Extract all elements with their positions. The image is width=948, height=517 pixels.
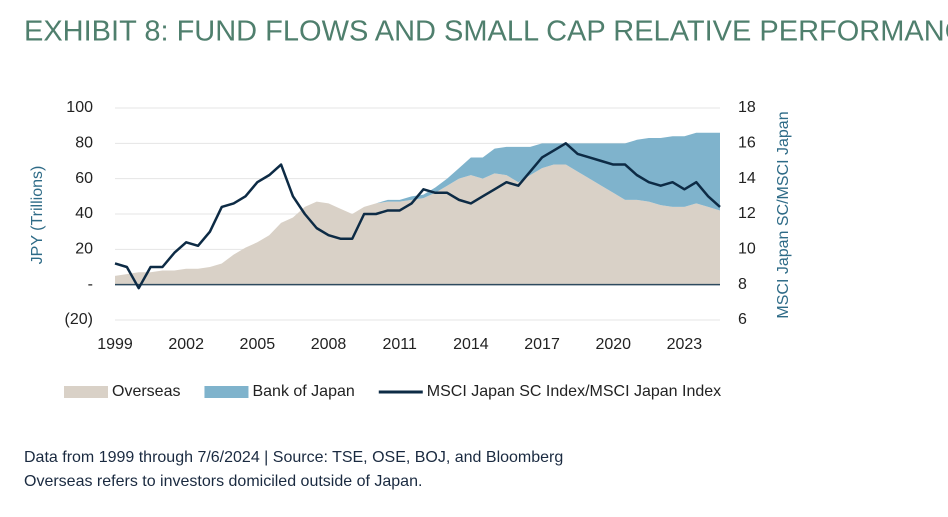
footnote: Data from 1999 through 7/6/2024 | Source… xyxy=(24,449,563,466)
x-tick-label: 2008 xyxy=(311,336,347,353)
legend-label: Overseas xyxy=(112,383,180,400)
y2-tick-label: 16 xyxy=(738,135,756,152)
y-tick-label: 20 xyxy=(75,241,93,258)
y-tick-label: 60 xyxy=(75,170,93,187)
x-tick-label: 2020 xyxy=(595,336,631,353)
y2-tick-label: 8 xyxy=(738,276,747,293)
x-tick-label: 2002 xyxy=(168,336,204,353)
x-tick-label: 2023 xyxy=(667,336,703,353)
y2-axis-label: MSCI Japan SC/MSCI Japan xyxy=(775,111,792,318)
y-axis-label: JPY (Trillions) xyxy=(29,166,46,265)
legend-label: Bank of Japan xyxy=(252,383,354,400)
y-tick-label: (20) xyxy=(65,311,93,328)
y-tick-label: 100 xyxy=(66,99,93,116)
area xyxy=(115,132,720,276)
legend-swatch xyxy=(204,386,249,398)
x-tick-label: 2005 xyxy=(240,336,276,353)
y-tick-label: 40 xyxy=(75,205,93,222)
y2-tick-label: 14 xyxy=(738,170,756,187)
area xyxy=(115,164,720,285)
y2-tick-label: 18 xyxy=(738,99,756,116)
x-tick-label: 2011 xyxy=(383,336,418,353)
y2-tick-label: 10 xyxy=(738,241,756,258)
legend-swatch xyxy=(64,386,108,398)
line xyxy=(114,142,721,290)
chart-title: EXHIBIT 8: FUND FLOWS AND SMALL CAP RELA… xyxy=(24,16,948,48)
x-tick-label: 2014 xyxy=(453,336,489,353)
legend-label: MSCI Japan SC Index/MSCI Japan Index xyxy=(427,383,721,400)
x-tick-label: 1999 xyxy=(97,336,133,353)
footnote: Overseas refers to investors domiciled o… xyxy=(24,473,422,490)
x-tick-label: 2017 xyxy=(524,336,560,353)
y-tick-label: 80 xyxy=(75,135,93,152)
y2-tick-label: 12 xyxy=(738,205,756,222)
y2-tick-label: 6 xyxy=(738,311,747,328)
y-tick-label: - xyxy=(88,276,93,293)
